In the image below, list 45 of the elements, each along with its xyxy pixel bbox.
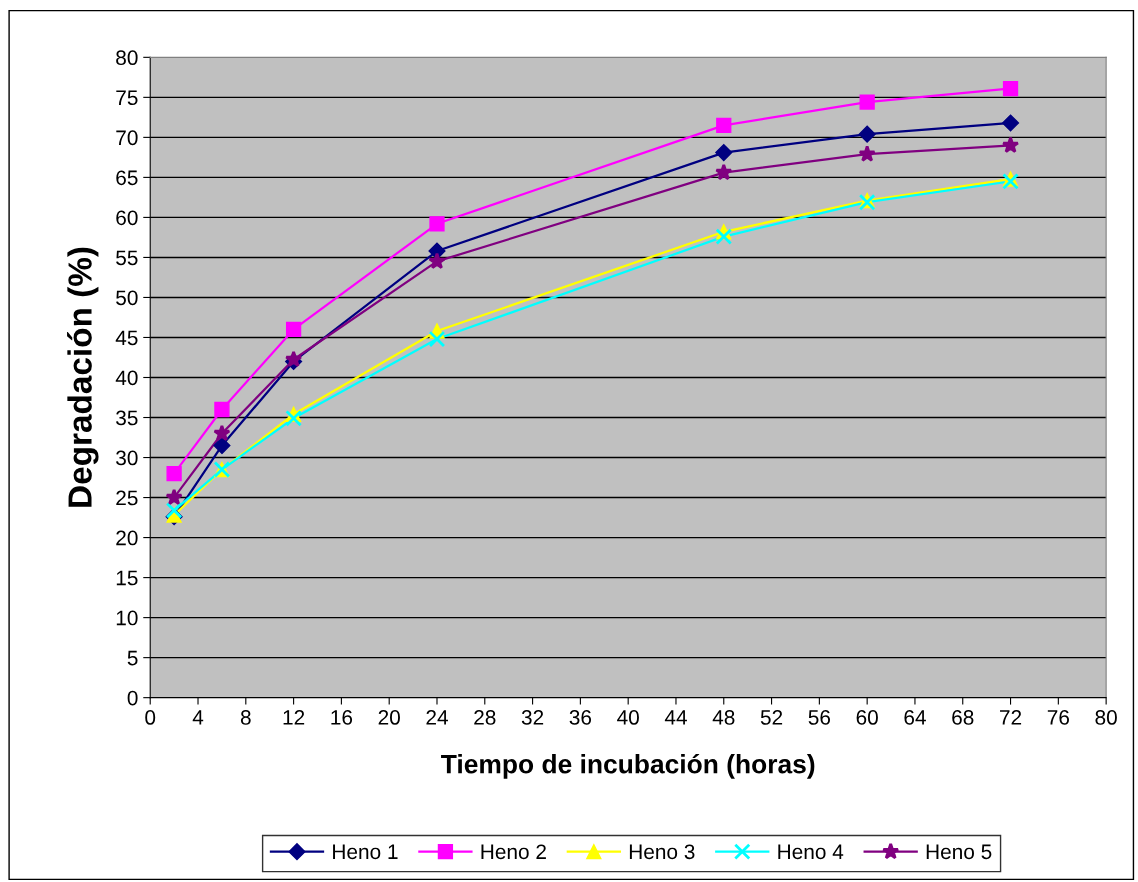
- x-tick-label: 0: [145, 710, 156, 725]
- x-tick-label: 8: [240, 710, 251, 725]
- legend-label: Heno 5: [926, 844, 992, 860]
- y-tick-label: 45: [115, 330, 138, 346]
- x-tick-label: 44: [664, 710, 687, 725]
- y-tick-label: 20: [116, 530, 138, 546]
- x-tick-label: 12: [283, 710, 305, 725]
- x-tick-label: 40: [617, 710, 639, 725]
- x-tick-label: 32: [521, 710, 544, 725]
- x-tick-label: 24: [426, 710, 448, 725]
- y-tick-label: 25: [116, 490, 138, 506]
- x-tick-label: 28: [474, 710, 496, 725]
- x-tick-label: 36: [569, 710, 592, 725]
- x-tick-label: 4: [192, 710, 204, 725]
- y-tick-label: 65: [116, 170, 138, 186]
- legend-label: Heno 4: [778, 844, 844, 860]
- y-tick-label: 40: [115, 370, 138, 386]
- legend-label: Heno 3: [629, 844, 695, 860]
- y-tick-label: 15: [116, 570, 138, 586]
- y-tick-label: 70: [116, 130, 138, 146]
- x-tick-label: 64: [904, 710, 926, 725]
- x-tick-label: 60: [856, 710, 878, 725]
- x-tick-label: 16: [331, 710, 353, 725]
- y-tick-label: 10: [116, 610, 138, 626]
- x-tick-label: 56: [808, 710, 831, 725]
- y-tick-label: 55: [116, 250, 138, 266]
- x-tick-label: 48: [712, 710, 735, 725]
- y-tick-label: 30: [116, 450, 138, 466]
- y-tick-label: 35: [116, 410, 138, 426]
- x-tick-label: 76: [1047, 710, 1070, 725]
- x-tick-label: 20: [378, 710, 400, 725]
- y-tick-label: 80: [116, 50, 138, 66]
- y-tick-label: 5: [127, 650, 138, 666]
- x-tick-label: 72: [1000, 710, 1022, 725]
- y-tick-label: 60: [116, 210, 138, 226]
- y-tick-label: 75: [116, 90, 138, 106]
- x-axis-title: Tiempo de incubación (horas): [441, 753, 815, 779]
- legend-label: Heno 1: [333, 844, 398, 860]
- x-tick-label: 52: [760, 710, 783, 725]
- x-tick-label: 80: [1095, 710, 1117, 725]
- y-tick-label: 0: [127, 690, 138, 706]
- x-tick-label: 68: [952, 710, 974, 725]
- y-axis-title: Degradación (%): [67, 247, 99, 507]
- y-tick-label: 50: [116, 290, 138, 306]
- legend-label: Heno 2: [481, 844, 546, 860]
